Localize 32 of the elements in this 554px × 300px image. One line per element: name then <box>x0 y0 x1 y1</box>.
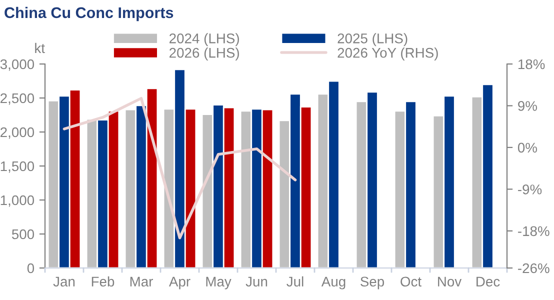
y-tick-label: 500 <box>12 229 34 240</box>
x-tick-label: Oct <box>400 276 422 287</box>
x-tick-label: Mar <box>130 276 153 287</box>
y-tick-label: 3,000 <box>0 59 34 71</box>
legend-label: 2026 (LHS) <box>170 48 239 60</box>
x-tick-label: Jan <box>53 276 75 287</box>
y2-tick-label: 9% <box>518 101 537 111</box>
y2-tick-label: -26% <box>518 263 550 274</box>
y2-tick-label: -9% <box>518 184 542 194</box>
x-tick-label: Nov <box>438 276 462 287</box>
legend-label: 2026 YoY (RHS) <box>338 48 438 60</box>
y-tick-label: 1,500 <box>0 161 34 173</box>
x-tick-label: Jun <box>246 276 268 287</box>
x-tick-label: Jul <box>286 276 304 287</box>
y-axis-title: kt <box>35 42 45 54</box>
y2-tick-label: -18% <box>518 226 550 236</box>
y-tick-label: 2,000 <box>0 127 34 139</box>
x-tick-label: Aug <box>321 276 346 290</box>
x-tick-label: Dec <box>476 276 500 287</box>
y-tick-label: 1,000 <box>0 195 34 207</box>
y2-tick-label: 0% <box>518 142 537 153</box>
legend-label: 2025 (LHS) <box>338 33 408 46</box>
x-tick-label: Feb <box>92 276 114 287</box>
x-tick-label: Apr <box>168 276 190 290</box>
line-series <box>62 96 297 240</box>
x-tick-label: May <box>206 276 232 290</box>
y-tick-label: 0 <box>27 263 34 274</box>
y-tick-label: 2,500 <box>0 93 34 105</box>
legend-label: 2024 (LHS) <box>170 33 239 46</box>
chart-title: China Cu Conc Imports <box>4 6 174 22</box>
y2-tick-label: 18% <box>518 59 545 70</box>
x-tick-label: Sep <box>360 276 384 290</box>
